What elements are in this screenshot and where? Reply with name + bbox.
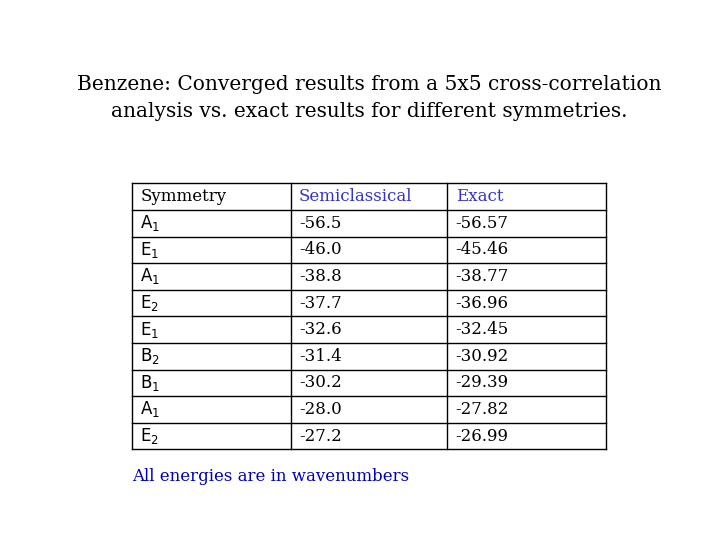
Text: $\mathrm{A_{1}}$: $\mathrm{A_{1}}$ — [140, 400, 160, 420]
Text: Benzene: Converged results from a 5x5 cross-correlation: Benzene: Converged results from a 5x5 cr… — [77, 75, 661, 94]
Text: $\mathrm{A_{1}}$: $\mathrm{A_{1}}$ — [140, 266, 160, 286]
Text: -30.92: -30.92 — [456, 348, 509, 365]
Text: -37.7: -37.7 — [299, 294, 342, 312]
Text: $\mathrm{B_{2}}$: $\mathrm{B_{2}}$ — [140, 346, 160, 366]
Text: $\mathrm{E_{1}}$: $\mathrm{E_{1}}$ — [140, 240, 159, 260]
Text: -32.45: -32.45 — [456, 321, 509, 338]
Text: -27.2: -27.2 — [299, 428, 342, 444]
Text: $\mathrm{E_{2}}$: $\mathrm{E_{2}}$ — [140, 426, 159, 446]
Text: -36.96: -36.96 — [456, 294, 508, 312]
Text: Symmetry: Symmetry — [140, 188, 226, 205]
Text: -32.6: -32.6 — [299, 321, 342, 338]
Text: -26.99: -26.99 — [456, 428, 508, 444]
Text: -30.2: -30.2 — [299, 374, 342, 392]
Text: -38.77: -38.77 — [456, 268, 509, 285]
Text: analysis vs. exact results for different symmetries.: analysis vs. exact results for different… — [111, 102, 627, 121]
Text: -46.0: -46.0 — [299, 241, 342, 258]
Text: Semiclassical: Semiclassical — [299, 188, 413, 205]
Text: -45.46: -45.46 — [456, 241, 509, 258]
Text: -31.4: -31.4 — [299, 348, 342, 365]
Text: -38.8: -38.8 — [299, 268, 342, 285]
Text: -56.5: -56.5 — [299, 215, 341, 232]
Text: -29.39: -29.39 — [456, 374, 509, 392]
Text: $\mathrm{A_{1}}$: $\mathrm{A_{1}}$ — [140, 213, 160, 233]
Text: Exact: Exact — [456, 188, 503, 205]
Text: All energies are in wavenumbers: All energies are in wavenumbers — [132, 468, 409, 485]
Text: -56.57: -56.57 — [456, 215, 508, 232]
Text: $\mathrm{B_{1}}$: $\mathrm{B_{1}}$ — [140, 373, 160, 393]
Text: -27.82: -27.82 — [456, 401, 509, 418]
Text: -28.0: -28.0 — [299, 401, 342, 418]
Text: $\mathrm{E_{1}}$: $\mathrm{E_{1}}$ — [140, 320, 159, 340]
Text: $\mathrm{E_{2}}$: $\mathrm{E_{2}}$ — [140, 293, 159, 313]
